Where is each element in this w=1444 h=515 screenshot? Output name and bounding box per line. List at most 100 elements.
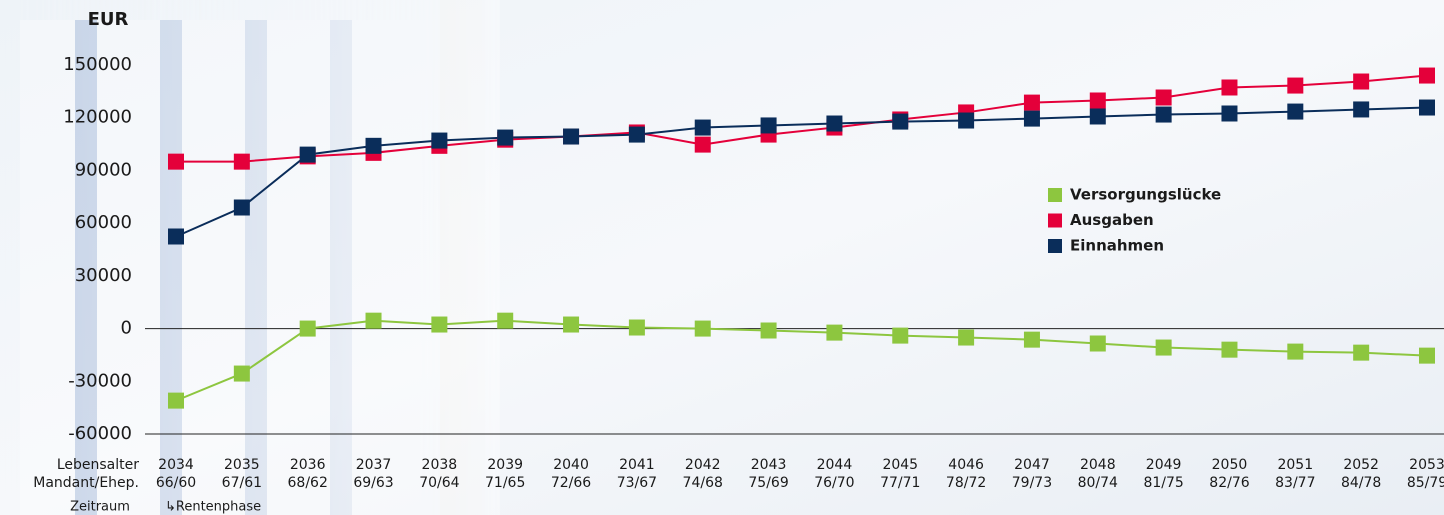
x-tick-label: 2053: [1409, 457, 1444, 473]
data-point: [1221, 105, 1238, 122]
data-point: [826, 115, 843, 132]
y-tick-label: -30000: [68, 370, 132, 391]
data-point: [365, 312, 382, 329]
data-point: [694, 119, 711, 136]
data-point: [1155, 106, 1172, 123]
x-tick-sublabel: 76/70: [814, 475, 854, 491]
row-label: Zeitraum: [70, 500, 130, 515]
series-line: [175, 106, 1428, 238]
x-tick-label: 2052: [1343, 457, 1379, 473]
data-point: [958, 329, 975, 346]
data-point: [168, 228, 184, 245]
data-point: [1023, 331, 1040, 348]
x-tick-sublabel: 67/61: [222, 475, 262, 491]
data-point: [497, 129, 514, 146]
legend-swatch: [1048, 213, 1062, 228]
data-point: [233, 153, 250, 170]
x-tick-label: 2047: [1014, 457, 1050, 473]
data-point: [299, 320, 316, 337]
data-point: [1419, 99, 1435, 116]
data-point: [299, 146, 316, 163]
data-point: [168, 392, 184, 409]
legend-label: Ausgaben: [1070, 211, 1154, 229]
x-tick-label: 2038: [422, 457, 458, 473]
x-tick-sublabel: 68/62: [288, 475, 328, 491]
data-point: [1287, 77, 1304, 94]
data-point: [958, 112, 975, 129]
legend-swatch: [1048, 239, 1062, 253]
data-point: [563, 316, 580, 333]
data-point: [826, 324, 843, 341]
y-tick-label: 0: [121, 318, 132, 339]
data-point: [1089, 92, 1106, 109]
data-point: [1287, 343, 1304, 360]
x-tick-sublabel: 74/68: [683, 475, 723, 491]
data-point: [760, 117, 777, 134]
x-tick-label: 2049: [1146, 457, 1182, 473]
data-point: [1023, 94, 1040, 111]
data-point: [628, 319, 645, 336]
x-tick-label: 2043: [751, 457, 787, 473]
data-point: [1419, 67, 1435, 84]
x-tick-sublabel: 70/64: [419, 475, 459, 491]
x-tick-label: 2051: [1277, 457, 1313, 473]
row-label: Mandant/Ehep.: [33, 475, 139, 491]
series-line: [175, 319, 1428, 402]
x-tick-sublabel: 84/78: [1341, 475, 1381, 491]
x-tick-label: 2045: [882, 457, 918, 473]
y-tick-label: 120000: [63, 107, 132, 128]
data-point: [233, 365, 250, 382]
data-point: [1287, 103, 1304, 120]
phase-label: ↳Rentenphase: [165, 500, 261, 515]
data-point: [168, 153, 184, 170]
y-tick-label: -60000: [68, 423, 132, 444]
y-tick-label: 60000: [75, 212, 132, 233]
x-tick-sublabel: 75/69: [748, 475, 788, 491]
data-point: [1089, 108, 1106, 125]
x-tick-sublabel: 73/67: [617, 475, 657, 491]
legend-swatch: [1048, 188, 1062, 202]
data-point: [233, 199, 250, 216]
x-tick-sublabel: 82/76: [1209, 475, 1249, 491]
legend-label: Versorgungslücke: [1070, 186, 1221, 204]
data-point: [1221, 341, 1238, 358]
x-tick-sublabel: 72/66: [551, 475, 591, 491]
data-point: [1089, 335, 1106, 352]
x-tick-label: 2048: [1080, 457, 1116, 473]
x-tick-label: 2041: [619, 457, 655, 473]
legend-label: Einnahmen: [1070, 237, 1164, 255]
x-tick-sublabel: 71/65: [485, 475, 525, 491]
y-axis-label: EUR: [88, 9, 129, 30]
x-tick-label: 2037: [356, 457, 392, 473]
data-point: [694, 320, 711, 337]
data-point: [365, 137, 382, 154]
series-line: [176, 74, 1428, 163]
data-point: [1023, 110, 1040, 127]
data-point: [563, 128, 580, 145]
x-tick-sublabel: 80/74: [1078, 475, 1118, 491]
data-point: [431, 132, 448, 149]
x-tick-sublabel: 77/71: [880, 475, 920, 491]
data-point: [892, 327, 909, 344]
x-tick-sublabel: 66/60: [156, 475, 196, 491]
x-tick-sublabel: 83/77: [1275, 475, 1315, 491]
data-point: [1419, 347, 1435, 364]
data-point: [1353, 73, 1370, 90]
data-point: [628, 126, 645, 143]
data-point: [1353, 101, 1370, 118]
data-point: [1155, 89, 1172, 106]
data-point: [1353, 344, 1370, 361]
y-tick-label: 30000: [75, 265, 132, 286]
x-tick-sublabel: 85/79: [1407, 475, 1444, 491]
x-tick-sublabel: 78/72: [946, 475, 986, 491]
data-point: [1155, 339, 1172, 356]
data-point: [1221, 79, 1238, 96]
y-tick-label: 90000: [75, 159, 132, 180]
row-label: Lebensalter: [57, 457, 139, 473]
x-tick-label: 2039: [487, 457, 523, 473]
x-tick-label: 2040: [553, 457, 589, 473]
data-point: [760, 322, 777, 339]
data-point: [431, 316, 448, 333]
x-tick-label: 2034: [158, 457, 194, 473]
data-point: [892, 113, 909, 130]
